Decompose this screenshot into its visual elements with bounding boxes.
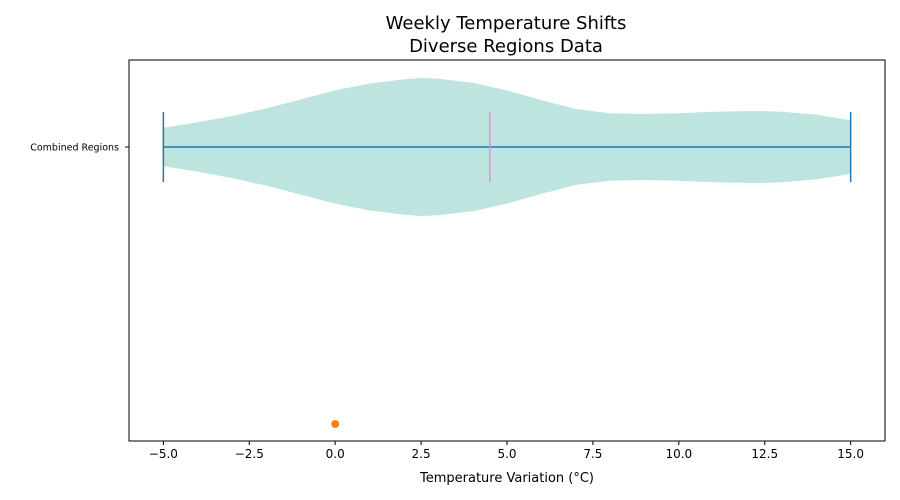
x-tick-label: −5.0	[149, 447, 178, 461]
y-tick-label: Combined Regions	[30, 143, 119, 154]
x-tick-label: 0.0	[326, 447, 345, 461]
x-tick-label: 5.0	[497, 447, 516, 461]
data-point	[331, 420, 340, 428]
x-tick-label: 2.5	[412, 447, 431, 461]
x-tick-label: 7.5	[583, 447, 602, 461]
x-tick-label: 12.5	[751, 447, 778, 461]
y-axis: Combined Regions	[30, 143, 129, 154]
x-tick-label: 15.0	[837, 447, 864, 461]
chart-title-line-1: Weekly Temperature Shifts	[386, 13, 627, 34]
x-axis-label: Temperature Variation (°C)	[419, 471, 594, 486]
chart-title-line-2: Diverse Regions Data	[409, 36, 603, 57]
x-tick-label: 10.0	[665, 447, 692, 461]
plot-area	[162, 78, 852, 428]
x-axis: −5.0 −2.5 0.0 2.5 5.0 7.5 10.0 12.5 15.0	[149, 441, 864, 461]
x-tick-label: −2.5	[235, 447, 264, 461]
